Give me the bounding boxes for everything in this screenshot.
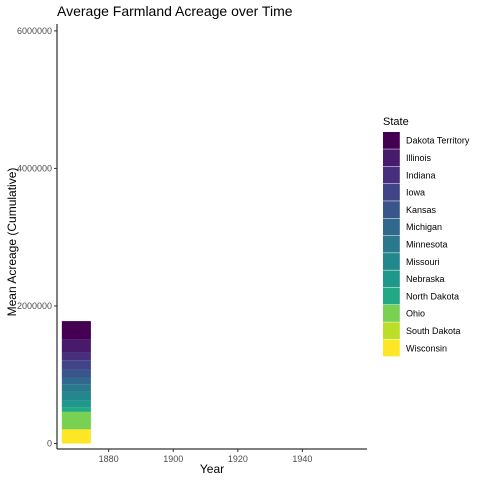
bar-segment-north-dakota [61, 407, 91, 412]
legend-label: Dakota Territory [406, 136, 470, 146]
legend-title: State [383, 116, 409, 128]
legend-label: Ohio [406, 309, 425, 319]
x-tick-label: 1940 [292, 454, 312, 464]
legend-label: Indiana [406, 170, 436, 180]
legend-label: Minnesota [406, 239, 448, 249]
legend-label: Illinois [406, 153, 432, 163]
legend-label: North Dakota [406, 291, 459, 301]
bar-segment-iowa [61, 360, 91, 370]
bar-segment-indiana [61, 352, 91, 361]
bars-layer [61, 321, 91, 444]
y-tick-label: 4000000 [17, 163, 52, 173]
legend-key [383, 270, 400, 288]
legend-key [383, 253, 400, 270]
legend-label: Nebraska [406, 274, 445, 284]
legend-key [383, 149, 400, 167]
x-tick-label: 1880 [99, 454, 119, 464]
legend-key [383, 166, 400, 184]
legend-label: Wisconsin [406, 343, 447, 353]
legend-key [383, 183, 400, 201]
bar-segment-ohio [61, 411, 91, 430]
legend-key [383, 322, 400, 340]
y-tick-label: 6000000 [17, 26, 52, 36]
bar-segment-south-dakota [61, 429, 91, 430]
legend-label: Missouri [406, 257, 440, 267]
legend-label: Kansas [406, 205, 437, 215]
legend-label: Iowa [406, 188, 425, 198]
legend-key [383, 218, 400, 236]
legend-key [383, 132, 400, 149]
legend-key [383, 339, 400, 357]
x-axis-ticks: 1880 1900 1920 1940 [99, 449, 312, 464]
y-tick-label: 2000000 [17, 301, 52, 311]
bar-segment-minnesota [61, 384, 91, 392]
bar-segment-nebraska [61, 400, 91, 408]
chart-title: Average Farmland Acreage over Time [57, 3, 293, 19]
y-axis-title: Mean Acreage (Cumulative) [5, 168, 19, 317]
legend-label: Michigan [406, 222, 442, 232]
y-tick-label: 0 [47, 438, 52, 448]
bar-segment-kansas [61, 369, 91, 378]
bar-segment-missouri [61, 391, 91, 401]
legend: State Dakota Territory Illinois Indiana Iow… [383, 116, 470, 357]
bar-segment-dakota-territory [61, 321, 91, 340]
legend-key [383, 235, 400, 253]
legend-label: South Dakota [406, 326, 461, 336]
x-axis-title: Year [200, 462, 224, 476]
legend-key [383, 201, 400, 218]
x-tick-label: 1920 [228, 454, 248, 464]
bar-segment-illinois [61, 339, 91, 353]
legend-key [383, 305, 400, 322]
bar-segment-michigan [61, 377, 91, 385]
legend-key [383, 287, 400, 305]
y-axis-ticks: 0 2000000 4000000 6000000 [17, 26, 57, 448]
x-tick-label: 1900 [163, 454, 183, 464]
bar-segment-wisconsin [61, 429, 91, 444]
